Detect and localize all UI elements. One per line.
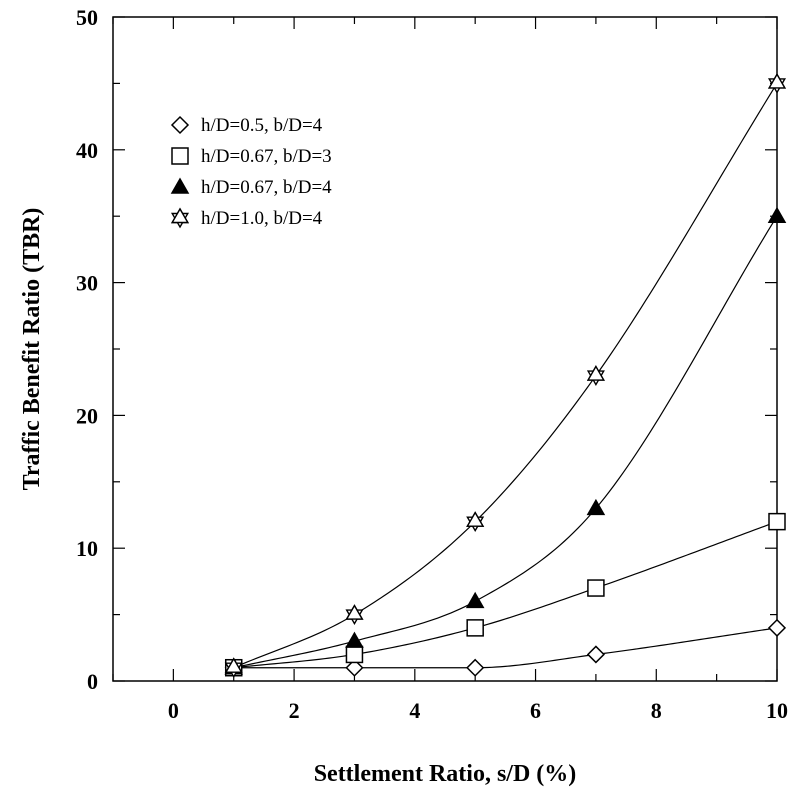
star-marker — [224, 657, 243, 679]
star-marker — [466, 511, 485, 533]
series-curve — [233, 627, 778, 669]
diamond-marker — [466, 658, 485, 677]
y-tick-label: 30 — [76, 271, 98, 296]
legend-label: h/D=0.67, b/D=4 — [201, 177, 332, 198]
series-curve — [233, 83, 778, 669]
diamond-marker — [345, 658, 364, 677]
star-marker-triangle — [586, 365, 605, 381]
x-tick-label: 10 — [766, 698, 788, 723]
square-marker — [587, 579, 605, 597]
triangle-marker — [345, 631, 364, 648]
x-tick-label: 6 — [530, 698, 541, 723]
series-curve — [233, 215, 778, 669]
y-tick-label: 10 — [76, 536, 98, 561]
legend-label: h/D=0.5, b/D=4 — [201, 115, 323, 136]
fit-curves — [233, 83, 778, 669]
x-tick-label: 8 — [651, 698, 662, 723]
legend-label: h/D=0.67, b/D=3 — [201, 146, 332, 167]
data-markers — [224, 72, 787, 679]
star-marker — [345, 604, 364, 626]
y-axis-title: Traffic Benefit Ratio (TBR) — [19, 208, 45, 491]
triangle-marker — [586, 498, 606, 516]
y-tick-label: 50 — [76, 5, 98, 30]
legend-triangle-marker — [170, 177, 190, 194]
star-marker-triangle — [466, 511, 485, 527]
x-tick-label: 2 — [289, 698, 300, 723]
diamond-marker — [767, 618, 787, 637]
y-tick-label: 40 — [76, 138, 98, 163]
legend: h/D=0.5, b/D=4 h/D=0.67, b/D=3 h/D=0.67, b… — [170, 115, 332, 229]
diamond-marker — [586, 645, 605, 664]
square-marker — [466, 619, 484, 637]
legend-star-marker — [170, 207, 190, 229]
star-marker-triangle — [170, 207, 190, 224]
y-tick-label: 0 — [87, 669, 98, 694]
legend-square-marker — [171, 147, 189, 165]
triangle-marker — [465, 591, 485, 609]
triangle-marker — [767, 206, 787, 223]
legend-diamond-marker — [170, 115, 190, 135]
star-marker — [767, 72, 787, 94]
series-curve — [233, 521, 778, 669]
square-marker — [345, 645, 364, 664]
x-axis-title: Settlement Ratio, s/D (%) — [314, 761, 577, 787]
x-tick-label: 4 — [409, 698, 420, 723]
axis-ticks: 0 2 4 6 8 10 0 10 20 30 40 50 — [76, 5, 788, 723]
x-tick-label: 0 — [168, 698, 179, 723]
star-marker-triangle — [767, 72, 787, 89]
star-marker-triangle — [224, 657, 243, 673]
square-marker — [768, 512, 786, 531]
star-marker-triangle — [345, 604, 364, 620]
legend-label: h/D=1.0, b/D=4 — [201, 208, 323, 229]
star-marker — [586, 365, 605, 386]
y-tick-label: 20 — [76, 403, 98, 428]
